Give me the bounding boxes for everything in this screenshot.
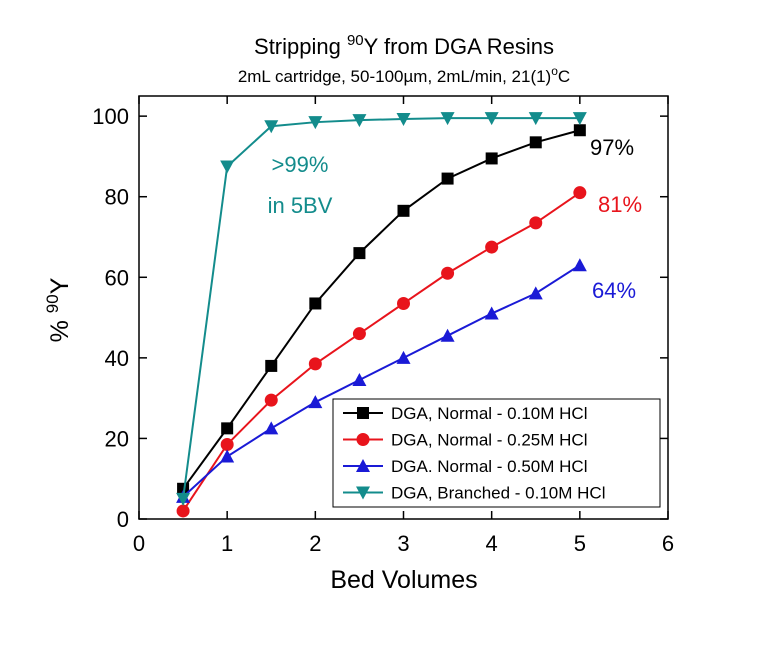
y-tick-label: 100 [92,104,129,129]
y-tick-label: 40 [105,346,129,371]
title-part: Y from DGA Resins [364,34,554,59]
marker [529,216,543,230]
legend-marker [356,459,370,472]
y-tick-label: 60 [105,265,129,290]
legend-label: DGA, Branched - 0.10M HCl [391,484,605,503]
marker [485,152,498,165]
y-tick-label: 80 [105,185,129,210]
marker [397,296,410,310]
marker [308,357,322,371]
x-tick-label: 2 [309,531,321,556]
marker [221,422,234,435]
marker [484,112,499,126]
title-part: Stripping [254,34,347,59]
marker [573,186,587,200]
marker [440,328,455,342]
marker [440,112,455,126]
x-tick-label: 6 [662,531,674,556]
chart-title: Stripping 90Y from DGA Resins [254,32,554,59]
marker [264,421,279,435]
marker [308,116,323,130]
x-tick-label: 1 [221,531,233,556]
marker [264,120,279,134]
marker [308,395,323,409]
series-line [182,129,581,490]
annotation: 64% [592,278,636,303]
series-line [182,264,581,498]
marker [572,112,587,126]
x-tick-label: 0 [133,531,145,556]
marker [177,482,190,495]
marker [353,247,366,260]
marker [176,492,191,506]
subtitle-part: C [558,67,570,86]
marker [352,114,367,128]
marker [352,327,366,341]
series-line [182,191,581,512]
y-tick-label: 20 [105,426,129,451]
marker [309,297,322,310]
marker [528,286,543,300]
marker [485,240,499,254]
y-axis-label: % 90Y [43,277,74,342]
legend-marker [356,433,370,446]
annotation: 81% [598,192,642,217]
marker [484,306,499,320]
subtitle-sup: o [551,64,558,78]
legend-label: DGA, Normal - 0.25M HCl [391,431,587,450]
marker [220,437,234,451]
y-tick-label: 0 [117,507,129,532]
annotation: >99% [272,152,329,177]
marker [396,350,411,364]
annotation: in 5BV [268,193,333,218]
marker [441,266,455,280]
y-label-sup: 90 [43,294,62,313]
marker [264,393,278,407]
marker [220,160,235,174]
annotation: 97% [590,135,634,160]
title-sup: 90 [347,32,364,49]
marker [352,373,367,387]
marker [220,449,235,463]
marker [176,504,190,518]
marker [397,204,410,217]
legend-marker [356,486,370,500]
chart-subtitle: 2mL cartridge, 50-100µm, 2mL/min, 21(1)o… [238,64,570,86]
marker [265,359,278,372]
x-axis-label: Bed Volumes [330,566,477,594]
x-tick-label: 3 [397,531,409,556]
marker [528,112,543,126]
legend-marker [357,407,369,419]
marker [396,112,411,126]
x-tick-label: 5 [574,531,586,556]
marker [529,136,542,149]
subtitle-part: 2mL cartridge, 50-100µm, 2mL/min, 21(1) [238,67,551,86]
marker [573,124,586,137]
legend-label: DGA, Normal - 0.10M HCl [391,404,587,423]
marker [441,172,454,185]
y-label-part: % [46,313,74,342]
legend-box [332,398,661,508]
legend-label: DGA. Normal - 0.50M HCl [391,457,587,476]
y-label-part: Y [46,277,74,294]
x-tick-label: 4 [486,531,498,556]
series-line [182,117,580,499]
marker [572,258,587,272]
